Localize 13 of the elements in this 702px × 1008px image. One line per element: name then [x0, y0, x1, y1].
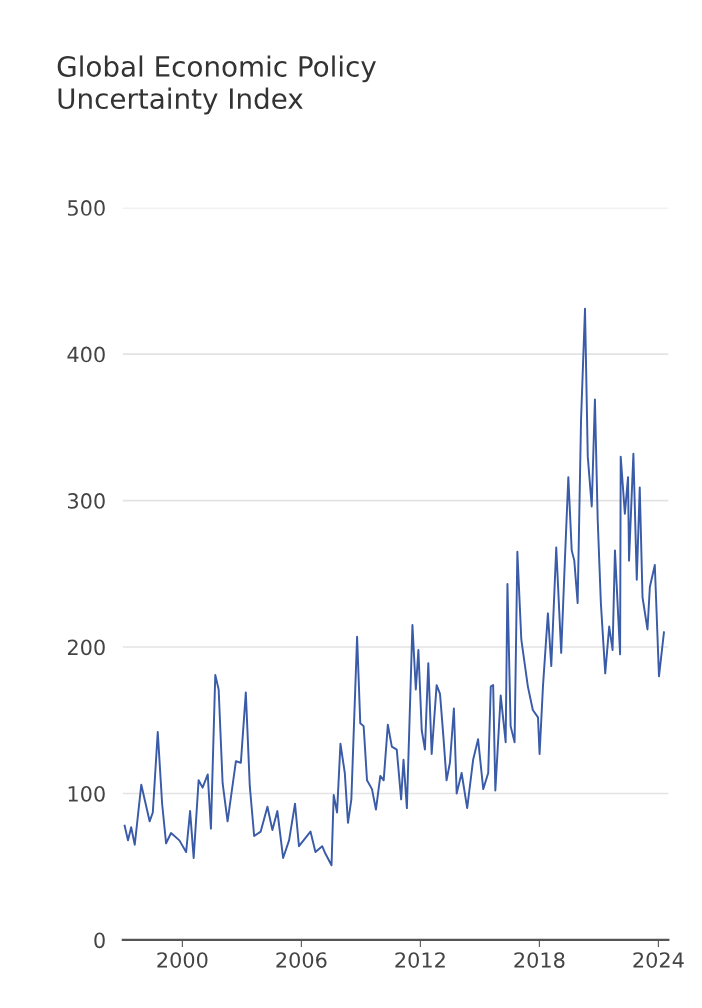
y-tick-label: 400 — [67, 346, 105, 363]
y-tick-label: 0 — [94, 932, 105, 949]
y-tick-label: 500 — [68, 200, 105, 216]
x-tick-label: 2024 — [633, 952, 684, 968]
x-tick-label: 2018 — [514, 952, 565, 968]
y-tick-label: 300 — [68, 493, 105, 509]
line-series — [123, 307, 665, 867]
chart-title: Global Economic Policy Uncertainty Index — [57, 55, 376, 115]
y-tick-label: 100 — [68, 785, 105, 802]
x-tick-label: 2012 — [395, 952, 445, 968]
y-tick-label: 200 — [67, 639, 105, 656]
x-tick-label: 2006 — [276, 952, 327, 968]
x-tick-label: 2000 — [157, 952, 208, 968]
